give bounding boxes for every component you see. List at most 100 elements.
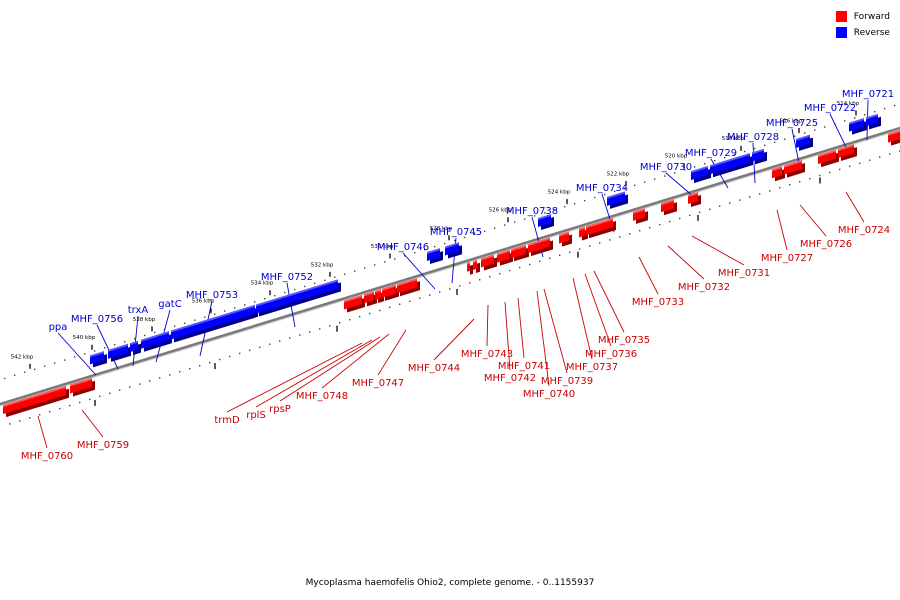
scale-dot: [279, 340, 280, 341]
scale-dot: [129, 386, 130, 387]
scale-dot: [224, 310, 225, 311]
scale-dot: [124, 341, 125, 342]
reverse-gene-label-trxa: trxA: [128, 305, 149, 316]
scale-dot: [94, 350, 95, 351]
scale-dot: [39, 414, 40, 415]
scale-dot: [14, 375, 15, 376]
scale-dot: [79, 402, 80, 403]
scale-dot: [199, 365, 200, 366]
scale-dot: [529, 264, 530, 265]
scale-dot: [204, 316, 205, 317]
scale-dot: [764, 145, 765, 146]
scale-dot: [719, 206, 720, 207]
reverse-gene-label-gatc: gatC: [158, 299, 181, 310]
scale-dot: [494, 228, 495, 229]
scale-dot: [459, 285, 460, 286]
forward-gene-label-mhf-0744: MHF_0744: [408, 363, 460, 374]
scale-dot: [634, 185, 635, 186]
scale-dot: [669, 221, 670, 222]
scale-dot: [559, 255, 560, 256]
legend-forward-label: Forward: [854, 12, 890, 22]
scale-dot: [379, 310, 380, 311]
leader-line: [668, 246, 704, 279]
scale-dot: [689, 215, 690, 216]
reverse-gene: [866, 114, 881, 130]
scale-dot: [189, 368, 190, 369]
scale-dot: [694, 166, 695, 167]
scale-dot: [654, 178, 655, 179]
scale-dot: [574, 203, 575, 204]
scale-dot: [359, 316, 360, 317]
forward-gene-label-mhf-0759: MHF_0759: [77, 440, 129, 451]
scale-dot: [159, 377, 160, 378]
leader-line: [830, 114, 846, 147]
gene-labels: MHF_0721 MHF_0722 MHF_0725 MHF_0728 MHF_0729…: [21, 89, 894, 462]
tick-label: 522 kbp: [607, 172, 630, 178]
forward-gene-label-trmd: trmD: [214, 415, 240, 426]
scale-dot: [174, 326, 175, 327]
scale-dot: [239, 353, 240, 354]
scale-dot: [879, 156, 880, 157]
tick-label: 538 kbp: [133, 317, 156, 323]
forward-gene-label-mhf-0736: MHF_0736: [585, 349, 637, 360]
reverse-gene-label-mhf-0728: MHF_0728: [727, 132, 779, 143]
leader-line: [846, 192, 864, 222]
scale-dot: [844, 120, 845, 121]
scale-dot: [364, 267, 365, 268]
scale-dot: [394, 258, 395, 259]
scale-dot: [309, 331, 310, 332]
scale-dot: [324, 280, 325, 281]
scale-dot: [769, 190, 770, 191]
scale-dot: [609, 239, 610, 240]
scale-dot: [104, 347, 105, 348]
scale-dot: [444, 243, 445, 244]
scale-dot: [339, 322, 340, 323]
scale-dot: [704, 163, 705, 164]
scale-dot: [264, 298, 265, 299]
scale-dot: [794, 136, 795, 137]
forward-gene-label-rpls: rplS: [246, 410, 266, 421]
scale-dot: [214, 313, 215, 314]
scale-dot: [709, 209, 710, 210]
legend-forward: Forward: [836, 9, 890, 24]
forward-gene-label-mhf-0739: MHF_0739: [541, 376, 593, 387]
scale-dot: [524, 218, 525, 219]
scale-dot: [329, 325, 330, 326]
scale-dot: [884, 108, 885, 109]
scale-dot: [819, 175, 820, 176]
scale-dot: [389, 307, 390, 308]
scale-dot: [814, 129, 815, 130]
forward-gene: [467, 262, 473, 275]
scale-dot: [854, 117, 855, 118]
scale-dot: [644, 182, 645, 183]
scale-dot: [439, 291, 440, 292]
scale-dot: [74, 356, 75, 357]
scale-dot: [699, 212, 700, 213]
scale-dot: [284, 292, 285, 293]
genome-map: 542 kbp540 kbp538 kbp536 kbp534 kbp532 k…: [0, 0, 900, 600]
scale-dot: [889, 153, 890, 154]
scale-dot: [259, 347, 260, 348]
leader-line: [800, 205, 826, 236]
forward-gene-label-mhf-0727: MHF_0727: [761, 253, 813, 264]
scale-dot: [59, 408, 60, 409]
scale-dot: [664, 175, 665, 176]
scale-dot: [249, 350, 250, 351]
reverse-gene-label-mhf-0730: MHF_0730: [640, 162, 692, 173]
scale-dot: [419, 298, 420, 299]
scale-dot: [169, 374, 170, 375]
leader-line: [38, 416, 47, 448]
scale-dot: [49, 411, 50, 412]
scale-dot: [374, 264, 375, 265]
forward-gene-label-mhf-0732: MHF_0732: [678, 282, 730, 293]
scale-dot: [179, 371, 180, 372]
scale-dot: [304, 286, 305, 287]
scale-dot: [824, 126, 825, 127]
scale-dot: [269, 344, 270, 345]
scale-dot: [514, 221, 515, 222]
scale-dot: [469, 282, 470, 283]
scale-dot: [89, 399, 90, 400]
leader-line: [777, 210, 787, 250]
scale-dot: [409, 301, 410, 302]
forward-gene-label-mhf-0748: MHF_0748: [296, 391, 348, 402]
